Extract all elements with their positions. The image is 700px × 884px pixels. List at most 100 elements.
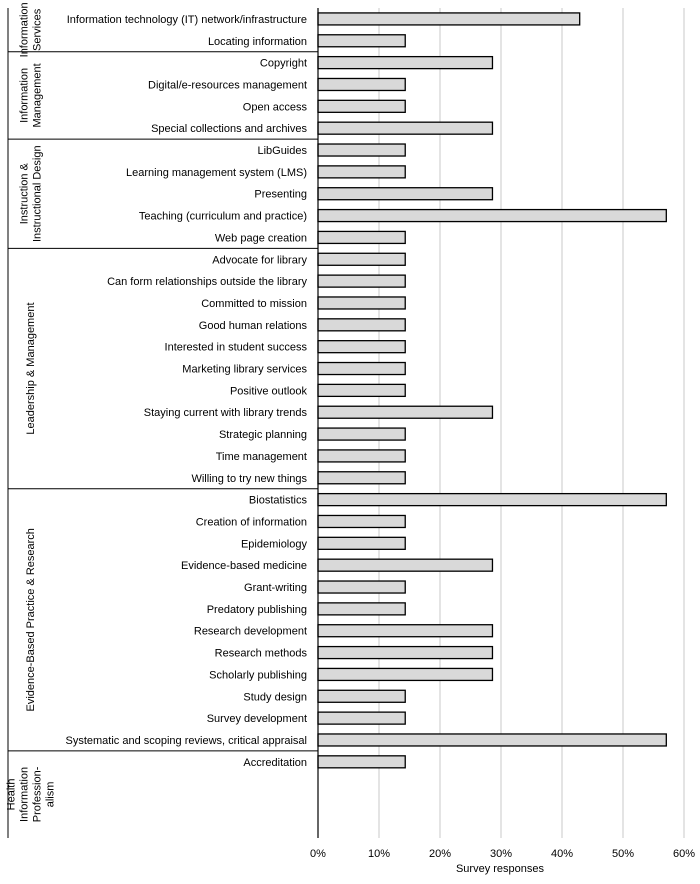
- bar: [317, 580, 406, 594]
- category-label: Open access: [243, 101, 308, 113]
- category-label: Study design: [243, 691, 307, 703]
- bar: [317, 405, 494, 419]
- bar: [317, 34, 406, 48]
- category-label: Evidence-based medicine: [181, 560, 307, 572]
- category-label: Research development: [194, 626, 307, 638]
- bar: [317, 711, 406, 725]
- group-label-line: Leadership & Management: [25, 302, 37, 434]
- bar: [317, 318, 406, 332]
- category-label: Locating information: [208, 36, 307, 48]
- x-tick-label: 60%: [673, 848, 695, 860]
- group-label-line: Information: [19, 2, 31, 57]
- group-label: HealthInformationProfession-alism: [6, 766, 57, 822]
- group-labels: InformationServicesInformationManagement…: [6, 2, 57, 822]
- category-label: Scholarly publishing: [209, 669, 307, 681]
- bar: [317, 252, 406, 266]
- category-label: Accreditation: [243, 757, 307, 769]
- category-label: Web page creation: [215, 232, 307, 244]
- category-label: Special collections and archives: [151, 123, 307, 135]
- bar: [317, 230, 406, 245]
- group-label: Instruction &Instructional Design: [19, 145, 44, 242]
- category-label: Staying current with library trends: [144, 407, 308, 419]
- bar: [317, 558, 494, 572]
- category-label: Biostatistics: [249, 495, 308, 507]
- group-label: Leadership & Management: [25, 302, 37, 434]
- bars: [317, 12, 667, 769]
- bar: [317, 12, 581, 26]
- category-label: Interested in student success: [165, 342, 308, 354]
- category-label: Can form relationships outside the libra…: [107, 276, 307, 288]
- group-label-line: Information: [19, 767, 31, 822]
- bar: [317, 471, 406, 485]
- x-tick-label: 40%: [551, 848, 573, 860]
- category-label: Creation of information: [196, 516, 307, 528]
- category-label: Grant-writing: [244, 582, 307, 594]
- group-label-line: Management: [32, 63, 44, 127]
- bar: [317, 449, 406, 463]
- bar: [317, 143, 406, 157]
- group-label: InformationServices: [19, 2, 44, 57]
- bar: [317, 645, 494, 660]
- bar: [317, 121, 494, 135]
- category-label: Research methods: [215, 648, 308, 660]
- category-label: Survey development: [207, 713, 307, 725]
- group-label-line: alism: [45, 782, 57, 808]
- bar: [317, 733, 667, 747]
- bar: [317, 624, 494, 638]
- group-label-line: Services: [32, 8, 44, 51]
- category-label: Strategic planning: [219, 429, 307, 441]
- bar: [317, 274, 406, 288]
- bar: [317, 99, 406, 113]
- group-label-line: Profession-: [32, 766, 44, 822]
- category-label: Predatory publishing: [207, 604, 307, 616]
- group-label-line: Information: [19, 68, 31, 123]
- category-labels: Information technology (IT) network/infr…: [66, 14, 308, 769]
- bar: [317, 755, 406, 769]
- group-label-line: Instructional Design: [32, 145, 44, 242]
- category-label: Information technology (IT) network/infr…: [67, 14, 307, 26]
- bar: [317, 689, 406, 703]
- category-label: Committed to mission: [201, 298, 307, 310]
- category-label: Advocate for library: [212, 254, 307, 266]
- bar: [317, 667, 494, 682]
- bar: [317, 208, 667, 223]
- x-tick-label: 50%: [612, 848, 634, 860]
- x-tick-label: 20%: [429, 848, 451, 860]
- category-label: Positive outlook: [230, 385, 308, 397]
- bar: [317, 536, 406, 550]
- category-label: Presenting: [254, 189, 307, 201]
- category-label: Epidemiology: [241, 538, 308, 550]
- bar: [317, 602, 406, 616]
- bar: [317, 492, 667, 507]
- category-label: Copyright: [260, 58, 307, 70]
- bar: [317, 187, 494, 201]
- category-label: Teaching (curriculum and practice): [139, 211, 307, 223]
- bar: [317, 361, 406, 376]
- category-label: Systematic and scoping reviews, critical…: [66, 735, 308, 747]
- x-tick-label: 30%: [490, 848, 512, 860]
- x-axis-ticks: 0% 10% 20% 30% 40% 50% 60%: [310, 848, 695, 860]
- bar: [317, 55, 494, 70]
- category-label: Learning management system (LMS): [126, 167, 307, 179]
- x-tick-label: 10%: [368, 848, 390, 860]
- bar: [317, 340, 406, 354]
- bar: [317, 165, 406, 179]
- category-label: Marketing library services: [182, 364, 307, 376]
- group-label: InformationManagement: [19, 63, 44, 127]
- group-label-line: Health: [6, 779, 18, 811]
- group-label: Evidence-Based Practice & Research: [25, 528, 37, 711]
- category-label: Willing to try new things: [191, 473, 307, 485]
- group-label-line: Instruction &: [19, 162, 31, 224]
- category-label: Good human relations: [199, 320, 308, 332]
- bar: [317, 383, 406, 398]
- category-label: LibGuides: [257, 145, 307, 157]
- x-tick-label: 0%: [310, 848, 326, 860]
- x-axis-title: Survey responses: [456, 863, 545, 875]
- bar: [317, 427, 406, 441]
- bar: [317, 296, 406, 310]
- chart-frame: [7, 8, 319, 838]
- group-label-line: Evidence-Based Practice & Research: [25, 528, 37, 711]
- category-label: Digital/e-resources management: [148, 79, 307, 91]
- bar: [317, 514, 406, 529]
